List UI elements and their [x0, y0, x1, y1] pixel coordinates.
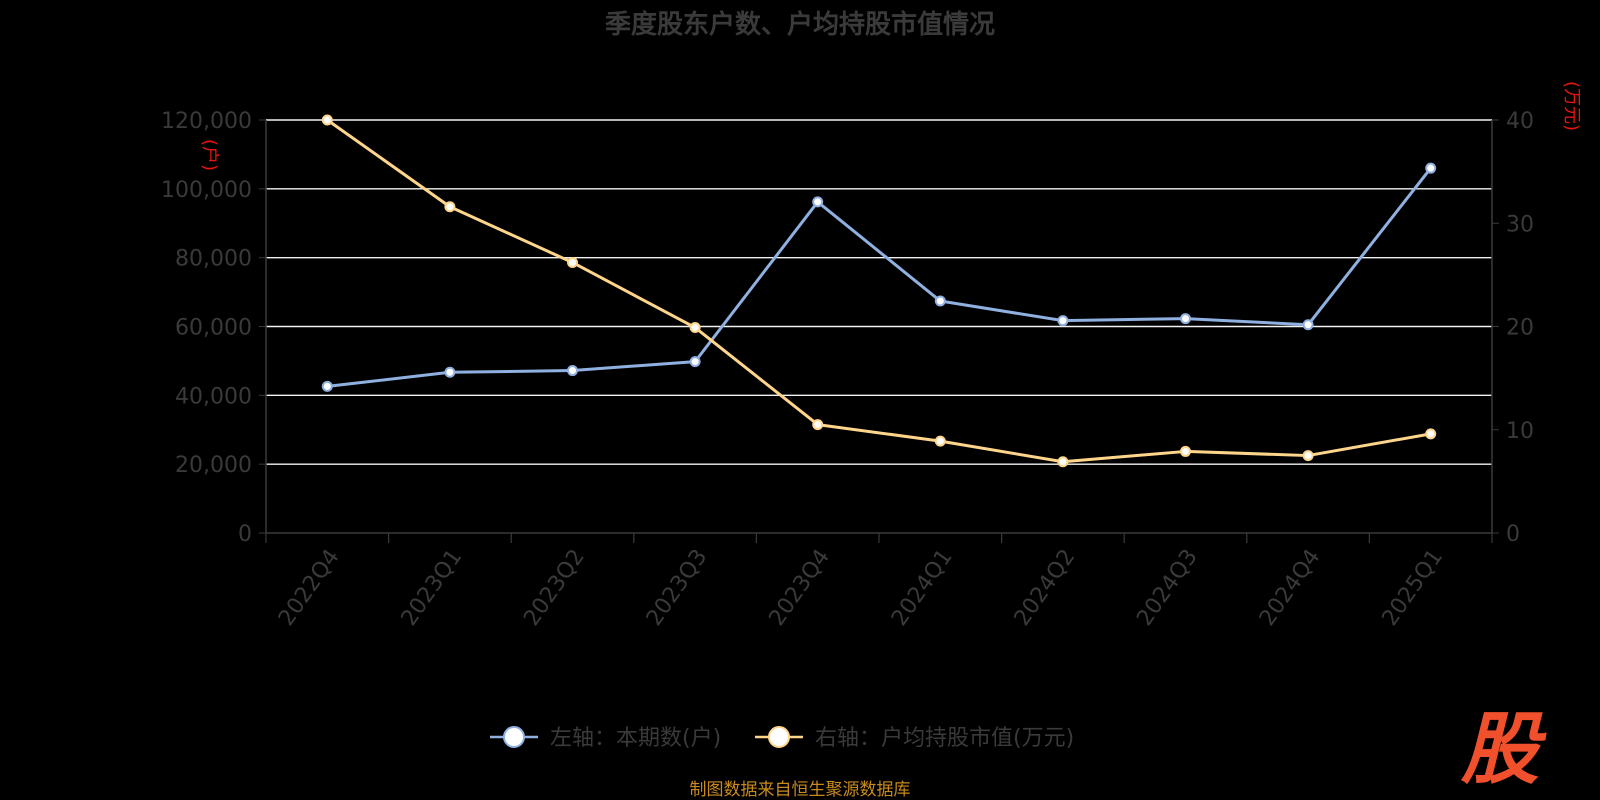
data-point[interactable]: [812, 419, 824, 431]
x-axis-ticks: 2022Q4 2023Q1 2023Q2 2023Q3 2023Q4 2024Q1 2024…: [265, 533, 1493, 631]
right-axis-ticks: 0 10 20 30 40: [1492, 109, 1534, 547]
legend[interactable]: 左轴：本期数(户) 右轴：户均持股市值(万元): [490, 726, 1074, 751]
legend-label: 右轴：户均持股市值(万元): [815, 726, 1074, 751]
left-tick-label: 100,000: [161, 178, 252, 203]
right-tick-label: 10: [1506, 419, 1534, 444]
data-point[interactable]: [1180, 313, 1191, 325]
series-line: [326, 118, 1431, 464]
data-point[interactable]: [689, 322, 701, 334]
left-axis-unit: (户): [199, 139, 220, 171]
left-tick-label: 0: [238, 522, 252, 547]
left-tick-label: 20,000: [175, 453, 252, 478]
chart-title: 季度股东户数、户均持股市值情况: [605, 9, 995, 40]
x-tick-label: 2024Q2: [1010, 545, 1081, 631]
brand-logo: 股: [1460, 705, 1547, 795]
data-point[interactable]: [934, 295, 946, 307]
series-line: [327, 167, 1432, 388]
left-tick-label: 60,000: [175, 316, 252, 341]
data-point[interactable]: [567, 256, 578, 268]
series-1: [321, 162, 1437, 392]
data-point[interactable]: [689, 356, 701, 368]
right-tick-label: 20: [1506, 316, 1534, 341]
x-tick-label: 2023Q1: [397, 545, 468, 631]
data-source-note: 制图数据来自恒生聚源数据库: [690, 780, 911, 800]
right-tick-label: 0: [1506, 522, 1520, 547]
grid-lines: [266, 119, 1492, 465]
x-tick-label: 2023Q4: [765, 545, 836, 631]
x-tick-label: 2025Q1: [1378, 545, 1449, 631]
x-tick-label: 2023Q3: [642, 545, 713, 631]
data-point[interactable]: [1302, 450, 1314, 462]
right-tick-label: 30: [1506, 212, 1534, 237]
data-point[interactable]: [444, 366, 456, 378]
data-point[interactable]: [1180, 445, 1191, 457]
legend-label: 左轴：本期数(户): [550, 726, 721, 751]
left-axis-ticks: 0 20,000 40,000 60,000 80,000 100,000 120,000: [161, 109, 266, 547]
legend-item-2[interactable]: 右轴：户均持股市值(万元): [755, 726, 1074, 751]
series-layer: [321, 114, 1437, 468]
left-tick-label: 40,000: [175, 384, 252, 409]
data-point[interactable]: [1425, 428, 1437, 440]
data-point[interactable]: [321, 114, 333, 126]
data-point[interactable]: [321, 380, 333, 392]
data-point[interactable]: [567, 365, 578, 377]
left-tick-label: 80,000: [175, 247, 252, 272]
data-point[interactable]: [934, 435, 946, 447]
data-point[interactable]: [1057, 456, 1069, 468]
data-point[interactable]: [444, 201, 456, 213]
x-tick-label: 2024Q4: [1255, 545, 1326, 631]
legend-swatch-marker: [768, 726, 790, 748]
right-axis-unit: (万元): [1561, 81, 1582, 131]
series-2: [321, 114, 1437, 468]
x-tick-label: 2023Q2: [519, 545, 590, 631]
data-point[interactable]: [1302, 319, 1314, 331]
x-tick-label: 2022Q4: [274, 545, 345, 631]
right-tick-label: 40: [1506, 109, 1534, 134]
x-tick-label: 2024Q3: [1132, 545, 1203, 631]
left-tick-label: 120,000: [161, 109, 252, 134]
legend-item-1[interactable]: 左轴：本期数(户): [490, 726, 721, 751]
data-point[interactable]: [1425, 162, 1437, 174]
data-point[interactable]: [812, 196, 824, 208]
legend-swatch-marker: [503, 726, 525, 748]
x-tick-label: 2024Q1: [887, 545, 958, 631]
data-point[interactable]: [1057, 315, 1069, 327]
